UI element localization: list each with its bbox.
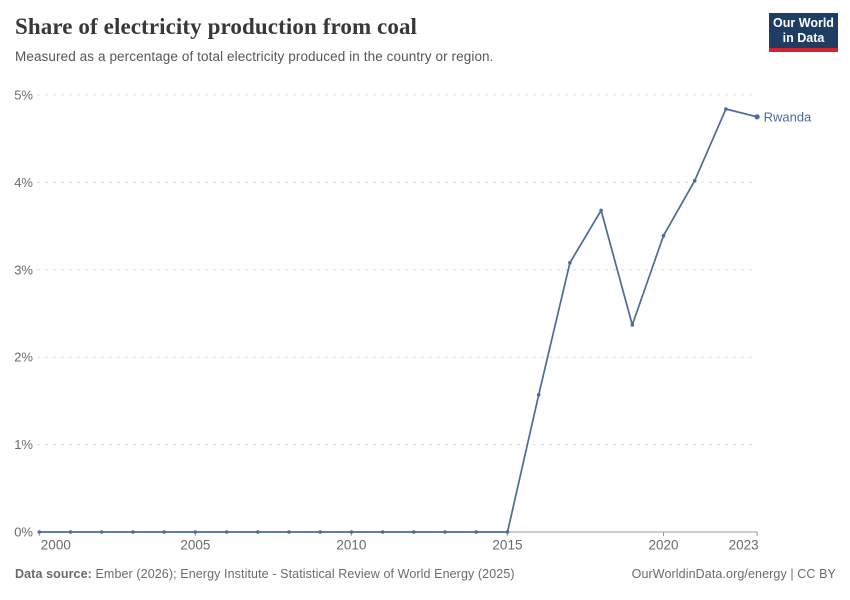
data-point — [349, 530, 354, 534]
data-point — [474, 530, 479, 534]
data-point — [692, 178, 697, 183]
data-point — [661, 233, 666, 238]
data-point — [505, 530, 510, 534]
data-point — [412, 530, 416, 534]
series-line — [39, 108, 758, 533]
y-tick-label: 1% — [14, 437, 33, 452]
y-tick-label: 3% — [14, 262, 33, 277]
data-source-note: Data source: Ember (2026); Energy Instit… — [15, 567, 515, 581]
data-point — [131, 530, 135, 534]
chart-title: Share of electricity production from coa… — [15, 14, 418, 39]
y-tick-label: 5% — [14, 88, 33, 103]
data-point — [380, 530, 385, 534]
chart-footer: Data source: Ember (2026); Energy Instit… — [15, 567, 836, 581]
data-point — [443, 530, 447, 534]
data-point — [287, 530, 291, 534]
data-point — [599, 208, 603, 213]
x-tick-label: 2010 — [336, 538, 366, 553]
x-tick-label: 2000 — [41, 538, 71, 553]
owid-logo-accent-bar — [769, 48, 838, 52]
y-tick-label: 2% — [14, 350, 33, 365]
owid-logo-line2: in Data — [782, 30, 825, 45]
data-point — [255, 530, 260, 534]
data-point — [224, 530, 229, 534]
data-point — [568, 261, 572, 265]
data-point — [318, 530, 323, 534]
data-point — [536, 393, 541, 397]
x-tick-label: 2023 — [729, 538, 759, 553]
y-tick-label: 4% — [14, 175, 33, 190]
data-point — [37, 530, 42, 534]
chart-subtitle: Measured as a percentage of total electr… — [15, 49, 494, 64]
data-point — [162, 530, 166, 534]
x-tick-label: 2005 — [180, 538, 210, 553]
data-point — [724, 107, 728, 111]
data-point — [99, 530, 104, 534]
owid-logo: Our World in Data — [769, 13, 838, 52]
series-end-marker — [754, 114, 760, 120]
owid-link[interactable]: OurWorldinData.org/energy | CC BY — [631, 567, 836, 581]
chart-canvas[interactable]: 0% 1% 2% 3% 4% 5% 2000 2005 2010 2015 2020 2023 Rwan… — [0, 85, 850, 560]
x-tick-label: 2015 — [492, 538, 522, 553]
x-tick-label: 2020 — [648, 538, 678, 553]
data-point — [630, 323, 635, 327]
chart-header: Share of electricity production from coa… — [15, 14, 755, 64]
data-point — [68, 530, 73, 534]
data-source-text: Ember (2026); Energy Institute - Statist… — [95, 567, 515, 581]
series-label[interactable]: Rwanda — [764, 109, 812, 124]
data-point — [193, 530, 198, 534]
data-source-label: Data source: — [15, 567, 92, 581]
y-tick-label: 0% — [14, 525, 33, 540]
owid-logo-line1: Our World — [773, 15, 834, 30]
